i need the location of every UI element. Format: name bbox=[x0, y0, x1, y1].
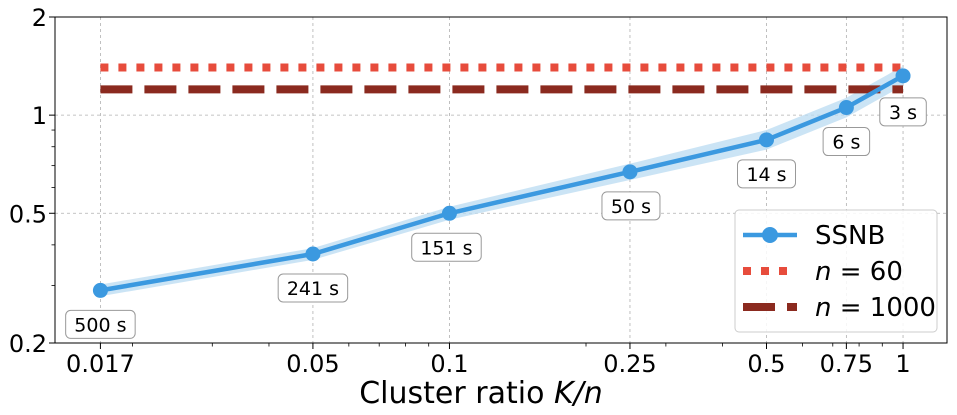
x-tick-label: 0.25 bbox=[603, 350, 656, 378]
time-label: 241 s bbox=[287, 278, 339, 300]
ssnb-point bbox=[441, 205, 457, 221]
y-tick-label: 0.5 bbox=[9, 200, 47, 228]
ssnb-point bbox=[895, 68, 911, 84]
ssnb-point bbox=[759, 132, 775, 148]
legend-ssnb-marker bbox=[762, 227, 778, 243]
time-label: 3 s bbox=[889, 102, 917, 124]
x-tick-label: 1 bbox=[895, 350, 910, 378]
legend-label: SSNB bbox=[815, 221, 885, 251]
legend-box bbox=[734, 209, 938, 333]
time-label-box bbox=[277, 273, 349, 303]
time-label: 14 s bbox=[746, 164, 786, 186]
time-label-box bbox=[65, 309, 136, 339]
x-tick-label: 0.1 bbox=[430, 350, 468, 378]
plot-frame bbox=[54, 16, 948, 344]
y-tick-label: 2 bbox=[32, 4, 47, 32]
legend-label: n = 1000 bbox=[815, 293, 936, 323]
time-label: 151 s bbox=[420, 237, 472, 259]
ssnb-point bbox=[622, 164, 638, 180]
y-tick-label: 0.2 bbox=[9, 330, 47, 358]
ssnb-point bbox=[838, 100, 854, 116]
time-label-box bbox=[411, 232, 482, 262]
x-tick-label: 0.5 bbox=[747, 350, 785, 378]
legend: SSNB n = 60 n = 1000 bbox=[734, 209, 938, 333]
x-tick-label: 0.75 bbox=[820, 350, 873, 378]
x-tick-label: 0.05 bbox=[286, 350, 339, 378]
time-annotations: 500 s 241 s 151 s 50 s 14 s 6 s 3 s bbox=[65, 97, 927, 339]
time-label-box bbox=[737, 159, 797, 189]
time-label: 50 s bbox=[611, 196, 651, 218]
time-label: 6 s bbox=[832, 132, 860, 154]
ssnb-confidence-band bbox=[100, 66, 904, 297]
axis-ticks: 0.017 0.05 0.1 0.25 0.5 0.75 1 0.2 0.5 1 2 bbox=[9, 4, 911, 378]
x-tick-label: 0.017 bbox=[66, 350, 135, 378]
ssnb-band bbox=[100, 66, 904, 297]
time-label: 500 s bbox=[74, 314, 126, 336]
legend-label: n = 60 bbox=[815, 257, 903, 287]
ssnb-markers bbox=[92, 68, 911, 298]
y-tick-label: 1 bbox=[32, 102, 47, 130]
x-axis-label: Cluster ratio K/n bbox=[359, 376, 603, 411]
time-label-box bbox=[822, 127, 871, 157]
ssnb-point bbox=[92, 282, 108, 298]
ssnb-point bbox=[305, 246, 321, 262]
time-label-box bbox=[601, 191, 661, 221]
time-label-box bbox=[879, 97, 927, 127]
